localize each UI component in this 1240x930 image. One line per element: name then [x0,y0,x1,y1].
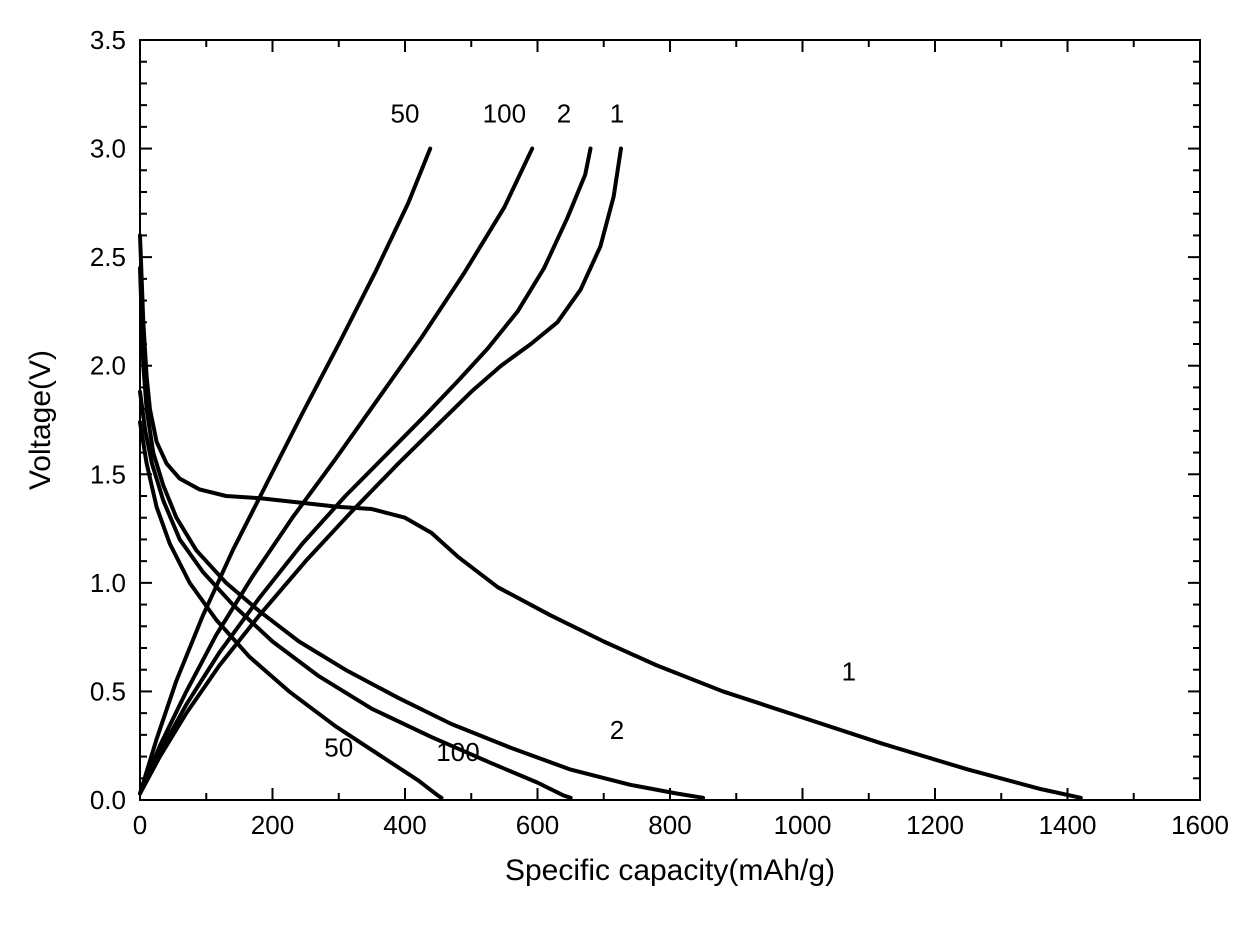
y-tick-label: 0.0 [90,785,126,815]
x-tick-label: 1000 [774,810,832,840]
x-tick-label: 600 [516,810,559,840]
x-tick-label: 800 [648,810,691,840]
y-tick-label: 1.5 [90,459,126,489]
charge-2 [140,149,591,794]
charge-2-label: 2 [557,99,571,129]
x-tick-label: 0 [133,810,147,840]
x-tick-label: 400 [383,810,426,840]
discharge-100-label: 100 [436,737,479,767]
chart-container: 0 200 400 600 800 1000 1200 1400 1600 0.0 0.5 1.0 1.… [0,0,1240,930]
charge-1-label: 1 [610,99,624,129]
y-tick-label: 2.5 [90,242,126,272]
y-tick-label: 3.5 [90,25,126,55]
voltage-capacity-chart: 0 200 400 600 800 1000 1200 1400 1600 0.0 0.5 1.0 1.… [0,0,1240,930]
y-axis-title: Voltage(V) [24,350,57,490]
x-tick-label: 1200 [906,810,964,840]
charge-100-label: 100 [483,99,526,129]
discharge-50-label: 50 [324,733,353,763]
y-tick-label: 1.0 [90,568,126,598]
discharge-1 [140,235,1081,797]
discharge-2-label: 2 [610,715,624,745]
x-tick-label: 1400 [1039,810,1097,840]
charge-50-label: 50 [391,99,420,129]
y-tick-label: 3.0 [90,134,126,164]
charge-1 [140,149,621,794]
y-tick-label: 2.0 [90,351,126,381]
x-tick-label: 200 [251,810,294,840]
discharge-1-label: 1 [842,657,856,687]
discharge-50 [140,422,441,798]
y-tick-label: 0.5 [90,676,126,706]
x-axis-title: Specific capacity(mAh/g) [505,854,835,887]
x-tick-label: 1600 [1171,810,1229,840]
